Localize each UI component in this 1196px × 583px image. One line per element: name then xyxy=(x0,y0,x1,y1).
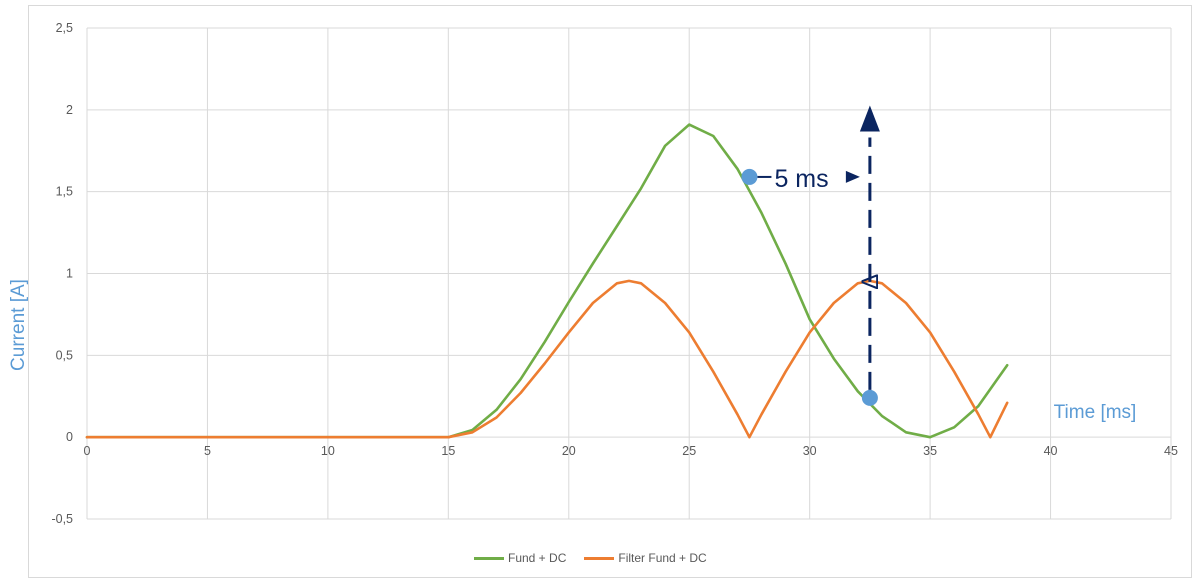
annotations: 5 ms Δ xyxy=(757,105,884,390)
y-tick-label-3: 1 xyxy=(66,267,73,281)
gridlines xyxy=(86,27,1172,520)
marker-point-0 xyxy=(741,168,758,185)
y-tick-label-6: 2,5 xyxy=(56,21,73,35)
y-axis-title: Current [A] xyxy=(8,279,29,371)
x-tick-label-4: 20 xyxy=(562,444,576,458)
x-tick-label-5: 25 xyxy=(682,444,696,458)
x-axis-title: Time [ms] xyxy=(1054,402,1137,423)
legend: Fund + DC Filter Fund + DC xyxy=(474,551,707,565)
x-tick-label-2: 10 xyxy=(321,444,335,458)
x-tick-label-1: 5 xyxy=(204,444,211,458)
x-tick-label-8: 40 xyxy=(1044,444,1058,458)
x-tick-label-0: 0 xyxy=(84,444,91,458)
legend-item-0: Fund + DC xyxy=(474,551,566,565)
y-tick-label-0: -0,5 xyxy=(51,512,73,526)
annotation-label-5ms: 5 ms xyxy=(774,165,828,193)
x-tick-label-9: 45 xyxy=(1164,444,1178,458)
series-lines xyxy=(85,123,1009,439)
x-tick-label-3: 15 xyxy=(441,444,455,458)
x-tick-label-6: 30 xyxy=(803,444,817,458)
x-tick-label-7: 35 xyxy=(923,444,937,458)
x-tick-labels: 0 5 10 15 20 25 30 35 40 45 xyxy=(84,444,1178,458)
marker-point-1 xyxy=(861,389,878,406)
markers xyxy=(741,168,878,406)
annotation-arrowhead-right xyxy=(845,170,860,183)
legend-swatch-0 xyxy=(474,556,504,560)
y-tick-label-1: 0 xyxy=(66,430,73,444)
series-line-0 xyxy=(85,123,1009,439)
legend-label-1: Filter Fund + DC xyxy=(618,551,707,565)
annotation-delta-arrowhead xyxy=(859,105,880,132)
chart-frame xyxy=(28,5,1192,578)
y-tick-label-2: 0,5 xyxy=(56,348,73,362)
legend-swatch-1 xyxy=(584,556,615,560)
y-tick-labels: -0,5 0 0,5 1 1,5 2 2,5 xyxy=(51,21,73,526)
legend-label-0: Fund + DC xyxy=(508,551,567,565)
y-tick-label-4: 1,5 xyxy=(56,185,73,199)
legend-item-1: Filter Fund + DC xyxy=(584,551,707,565)
annotation-label-delta: Δ xyxy=(857,274,884,290)
y-tick-label-5: 2 xyxy=(66,103,73,117)
series-line-1 xyxy=(85,279,1009,439)
